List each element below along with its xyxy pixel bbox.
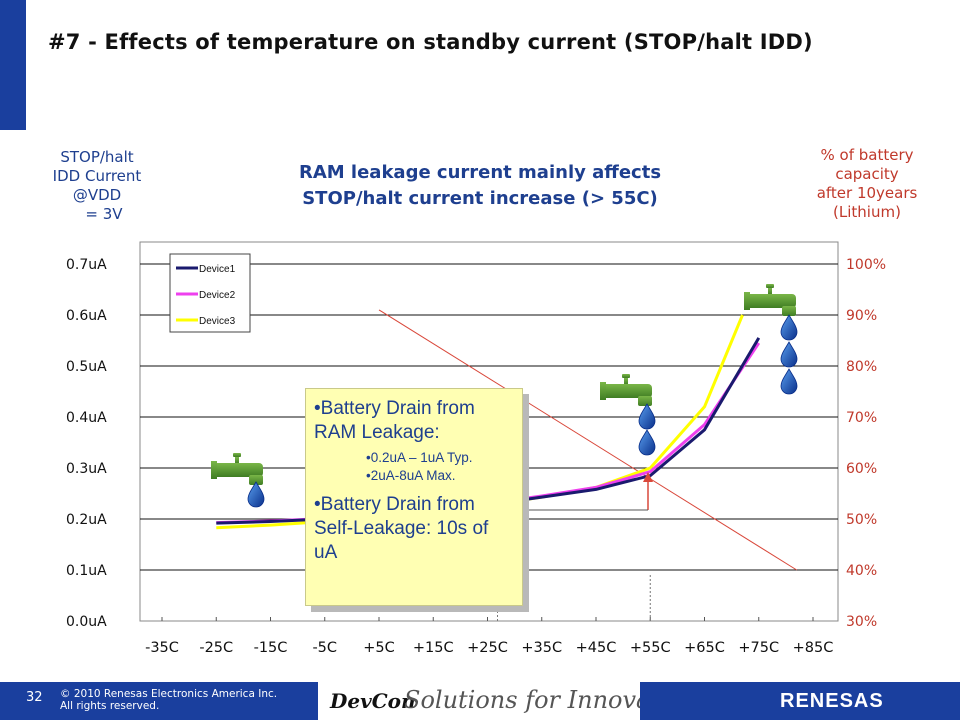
x-tick-label: +35C: [521, 640, 562, 656]
copyright-line: All rights reserved.: [60, 700, 160, 712]
x-tick-label: +45C: [576, 640, 617, 656]
left-axis-title-line: STOP/halt: [60, 148, 134, 166]
y2-tick-label: 70%: [846, 410, 877, 426]
x-tick-label: +65C: [684, 640, 725, 656]
y2-tick-label: 60%: [846, 461, 877, 477]
list-item: •2uA-8uA Max.: [366, 468, 456, 483]
left-axis-title: STOP/halt IDD Current @VDD = 3V: [22, 148, 172, 224]
battery-drain-callout: •Battery Drain from RAM Leakage: •0.2uA …: [305, 388, 523, 606]
y-tick-label: 0.1uA: [66, 563, 107, 579]
x-tick-label: +85C: [793, 640, 834, 656]
slide-title: #7 - Effects of temperature on standby c…: [48, 30, 813, 54]
right-axis-title-line: (Lithium): [833, 203, 901, 221]
chart-subtitle-line: RAM leakage current mainly affects: [298, 162, 662, 183]
callout-heading-self: •Battery Drain from Self-Leakage: 10s of…: [314, 494, 489, 563]
y-tick-label: 0.2uA: [66, 512, 107, 528]
footer-right-band: [640, 682, 960, 720]
right-axis-title: % of battery capacity after 10years (Lit…: [792, 146, 942, 222]
y-tick-label: 0.7uA: [66, 257, 107, 273]
y-tick-label: 0.0uA: [66, 614, 107, 630]
callout-ram-list: •0.2uA – 1uA Typ. •2uA-8uA Max.: [314, 449, 516, 485]
x-tick-label: -35C: [145, 640, 179, 656]
renesas-logo: RENESAS: [780, 690, 884, 712]
y2-tick-label: 90%: [846, 308, 877, 324]
right-axis-title-line: capacity: [835, 165, 899, 183]
y-tick-label: 0.4uA: [66, 410, 107, 426]
x-tick-label: +55C: [630, 640, 671, 656]
y2-tick-label: 30%: [846, 614, 877, 630]
footer-mid-band: [320, 682, 638, 720]
copyright-line: © 2010 Renesas Electronics America Inc.: [60, 688, 278, 700]
y-tick-label: 0.6uA: [66, 308, 107, 324]
y2-tick-label: 50%: [846, 512, 877, 528]
callout-heading-ram: •Battery Drain from RAM Leakage:: [314, 398, 475, 443]
chart-subtitle: RAM leakage current mainly affects STOP/…: [230, 160, 730, 212]
copyright-text: © 2010 Renesas Electronics America Inc. …: [60, 688, 277, 712]
battery-capacity-line: [378, 309, 797, 571]
x-tick-label: +25C: [467, 640, 508, 656]
y-tick-label: 0.5uA: [66, 359, 107, 375]
left-axis-title-line: = 3V: [85, 205, 123, 223]
y2-tick-label: 40%: [846, 563, 877, 579]
x-tick-label: +75C: [738, 640, 779, 656]
chart-subtitle-line: STOP/halt current increase (> 55C): [302, 188, 658, 209]
legend-label: Device1: [199, 264, 236, 275]
legend-label: Device2: [199, 290, 236, 301]
left-axis-title-line: @VDD: [72, 186, 122, 204]
arrow-head: [643, 472, 653, 482]
x-tick-label: -15C: [254, 640, 288, 656]
devcon-logo: DevCon: [330, 689, 416, 713]
legend-label: Device3: [199, 316, 236, 327]
list-item: •0.2uA – 1uA Typ.: [366, 450, 473, 465]
right-axis-title-line: % of battery: [820, 146, 914, 164]
y2-tick-label: 100%: [846, 257, 886, 273]
x-tick-label: -5C: [312, 640, 337, 656]
x-tick-label: +15C: [413, 640, 454, 656]
left-axis-title-line: IDD Current: [52, 167, 142, 185]
x-tick-label: -25C: [199, 640, 233, 656]
page-number: 32: [26, 690, 43, 705]
sidebar-accent-bar: [0, 0, 26, 130]
y-tick-label: 0.3uA: [66, 461, 107, 477]
footer-left-band: [0, 682, 318, 720]
x-tick-label: +5C: [363, 640, 395, 656]
y2-tick-label: 80%: [846, 359, 877, 375]
right-axis-title-line: after 10years: [816, 184, 918, 202]
